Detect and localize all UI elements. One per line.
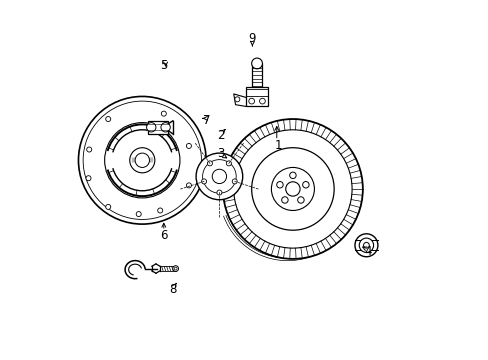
Circle shape	[78, 96, 206, 224]
Text: 7: 7	[203, 114, 210, 127]
Circle shape	[202, 159, 236, 193]
Circle shape	[354, 234, 377, 257]
Circle shape	[129, 148, 155, 173]
Circle shape	[251, 148, 333, 230]
Circle shape	[161, 111, 166, 116]
Circle shape	[281, 197, 287, 203]
Circle shape	[285, 182, 300, 196]
Text: 8: 8	[169, 283, 176, 296]
Bar	[147, 121, 168, 134]
Text: 1: 1	[274, 139, 282, 152]
Circle shape	[105, 117, 110, 122]
Circle shape	[201, 179, 206, 184]
Circle shape	[271, 167, 314, 211]
Circle shape	[248, 98, 254, 104]
Text: 6: 6	[160, 229, 167, 242]
Bar	[251, 63, 262, 87]
Circle shape	[363, 242, 368, 248]
Circle shape	[302, 181, 308, 188]
Circle shape	[297, 197, 304, 203]
Circle shape	[161, 123, 170, 132]
Circle shape	[226, 161, 231, 166]
Circle shape	[86, 147, 92, 152]
Circle shape	[83, 101, 201, 220]
Circle shape	[212, 169, 226, 184]
Circle shape	[186, 183, 191, 188]
Text: 4: 4	[364, 245, 371, 258]
Circle shape	[234, 97, 239, 102]
Circle shape	[146, 123, 156, 132]
Circle shape	[289, 172, 296, 179]
Circle shape	[174, 267, 177, 270]
Text: 2: 2	[217, 129, 224, 142]
Circle shape	[233, 130, 351, 248]
Circle shape	[217, 190, 222, 195]
Circle shape	[359, 238, 373, 252]
Circle shape	[104, 123, 180, 198]
Text: 9: 9	[247, 32, 255, 45]
Circle shape	[86, 176, 91, 181]
Circle shape	[105, 204, 110, 210]
Circle shape	[186, 143, 191, 148]
Circle shape	[196, 153, 242, 200]
Circle shape	[259, 98, 265, 104]
Text: 3: 3	[217, 147, 224, 159]
Circle shape	[251, 58, 262, 69]
Text: 5: 5	[160, 59, 167, 72]
Circle shape	[207, 161, 212, 166]
Circle shape	[136, 212, 141, 217]
Circle shape	[232, 179, 237, 184]
Circle shape	[172, 266, 178, 271]
Circle shape	[223, 119, 362, 259]
Circle shape	[276, 181, 283, 188]
Circle shape	[135, 153, 149, 167]
Circle shape	[158, 208, 163, 213]
Bar	[246, 87, 267, 107]
